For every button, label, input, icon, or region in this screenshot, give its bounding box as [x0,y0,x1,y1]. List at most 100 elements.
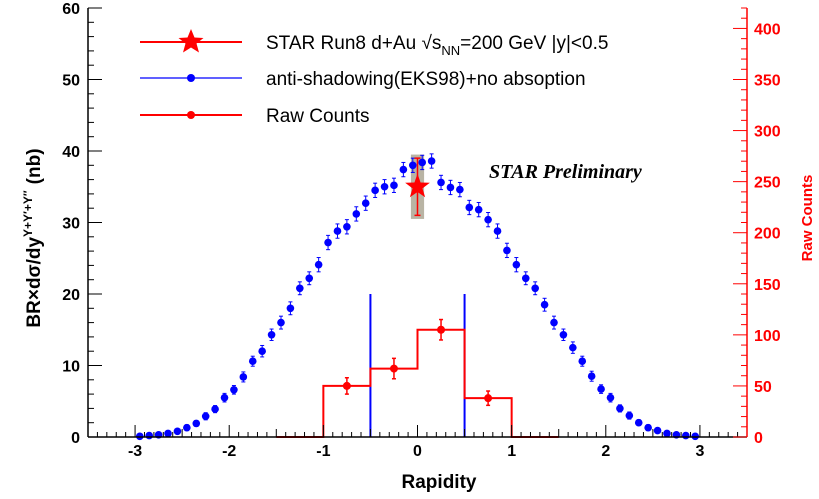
model-point [484,215,492,224]
model-point [493,227,502,235]
legend-star-suffix: =200 GeV |y|<0.5 [460,33,608,54]
model-point [559,330,568,339]
raw-counts-histogram [276,328,559,438]
model-point [267,330,276,339]
raw-point [484,394,493,403]
star-marker [405,173,430,198]
legend-star-s: s [432,33,442,54]
model-point [540,300,549,309]
legend-star-marker [178,29,204,53]
y2-tick-label: 50 [754,379,772,396]
model-point [145,431,153,440]
model-point [333,227,342,235]
y-tick-label: 50 [62,73,80,90]
model-point [183,423,191,432]
y2-tick-label: 250 [754,175,781,192]
model-point [418,158,427,167]
x-axis-title: Rapidity [402,472,477,493]
y-axis-title-superscript: Υ+Υ′+Υ″ [21,190,35,237]
model-point [474,205,483,214]
preliminary-annotation: STAR Preliminary [489,161,642,183]
raw-point [342,381,351,390]
model-point [173,427,182,436]
y-axis-title-main: BR×dσ/dy [24,237,45,328]
model-point [211,405,219,413]
legend-star-prefix: STAR Run8 d+Au [266,33,421,54]
model-point [634,418,643,427]
y-tick-label: 0 [71,430,80,447]
x-tick-label: -1 [316,443,330,460]
raw-point [437,325,446,334]
model-point [456,185,464,194]
model-point [408,161,417,170]
model-point [380,182,389,191]
y2-tick-label: 100 [754,328,781,345]
model-point [239,373,248,381]
model-point [277,318,285,327]
model-point [644,423,652,432]
model-point [653,426,662,435]
model-point [512,260,521,269]
y-tick-label: 10 [62,359,80,376]
y-tick-label: 30 [62,216,80,233]
model-point [682,431,690,440]
model-point [578,357,587,366]
model-point [248,357,257,366]
legend-entry-star: STAR Run8 d+Au √sNN=200 GeV |y|<0.5 [140,29,608,58]
legend-star-text: STAR Run8 d+Au √sNN=200 GeV |y|<0.5 [266,33,608,58]
x-tick-label: 3 [695,443,704,460]
model-point [314,260,323,269]
model-point [550,318,558,327]
model-point [192,419,201,428]
model-point [503,246,511,255]
legend-model-marker [187,74,195,82]
model-point [220,393,229,402]
y-axis-title: BR×dσ/dyΥ+Υ′+Υ″ (nb) [21,148,45,327]
raw-counts-series [276,318,559,438]
model-point [587,372,596,381]
model-point [258,347,266,356]
legend-raw-marker [187,111,195,119]
model-point [296,284,304,293]
model-point [427,157,436,165]
model-point [390,181,398,190]
model-point [343,222,351,231]
model-point [230,386,238,394]
legend: STAR Run8 d+Au √sNN=200 GeV |y|<0.5 anti… [140,29,608,127]
right-axis-title: Raw Counts [799,175,816,262]
model-point [521,274,530,283]
star-series [405,157,430,217]
x-tick-label: 2 [601,443,610,460]
y2-tick-label: 300 [754,124,781,141]
legend-raw-text: Raw Counts [266,106,370,127]
model-point [164,429,172,438]
model-point [437,178,445,187]
y2-tick-label: 0 [754,430,763,447]
model-point [399,165,408,174]
legend-star-sqrt: √ [421,33,432,54]
x-tick-label: 1 [507,443,516,460]
y-axis-title-unit: (nb) [24,148,45,184]
y2-tick-label: 400 [754,21,781,38]
y-axis-title-text: BR×dσ/dyΥ+Υ′+Υ″ (nb) [21,148,45,327]
y-tick-label: 60 [62,1,80,18]
model-point [446,183,455,192]
legend-star-nn: NN [441,43,460,58]
model-point [625,411,634,420]
model-point [663,429,671,438]
x-tick-label: -2 [222,443,236,460]
model-point [569,343,577,352]
legend-entry-model: anti-shadowing(EKS98)+no absoption [140,69,586,90]
y2-tick-label: 150 [754,277,781,294]
x-tick-label: 0 [413,443,422,460]
y-tick-label: 20 [62,287,80,304]
y-tick-label: 40 [62,144,80,161]
model-point [597,385,605,393]
model-point [305,274,314,283]
y2-tick-label: 200 [754,226,781,243]
model-point [371,186,379,195]
model-point [286,304,295,313]
y2-tick-label: 350 [754,73,781,90]
model-point [616,404,624,413]
axis-ticks: -3 -2 -1 0 1 2 3010203040506005010015020025030… [62,1,781,460]
